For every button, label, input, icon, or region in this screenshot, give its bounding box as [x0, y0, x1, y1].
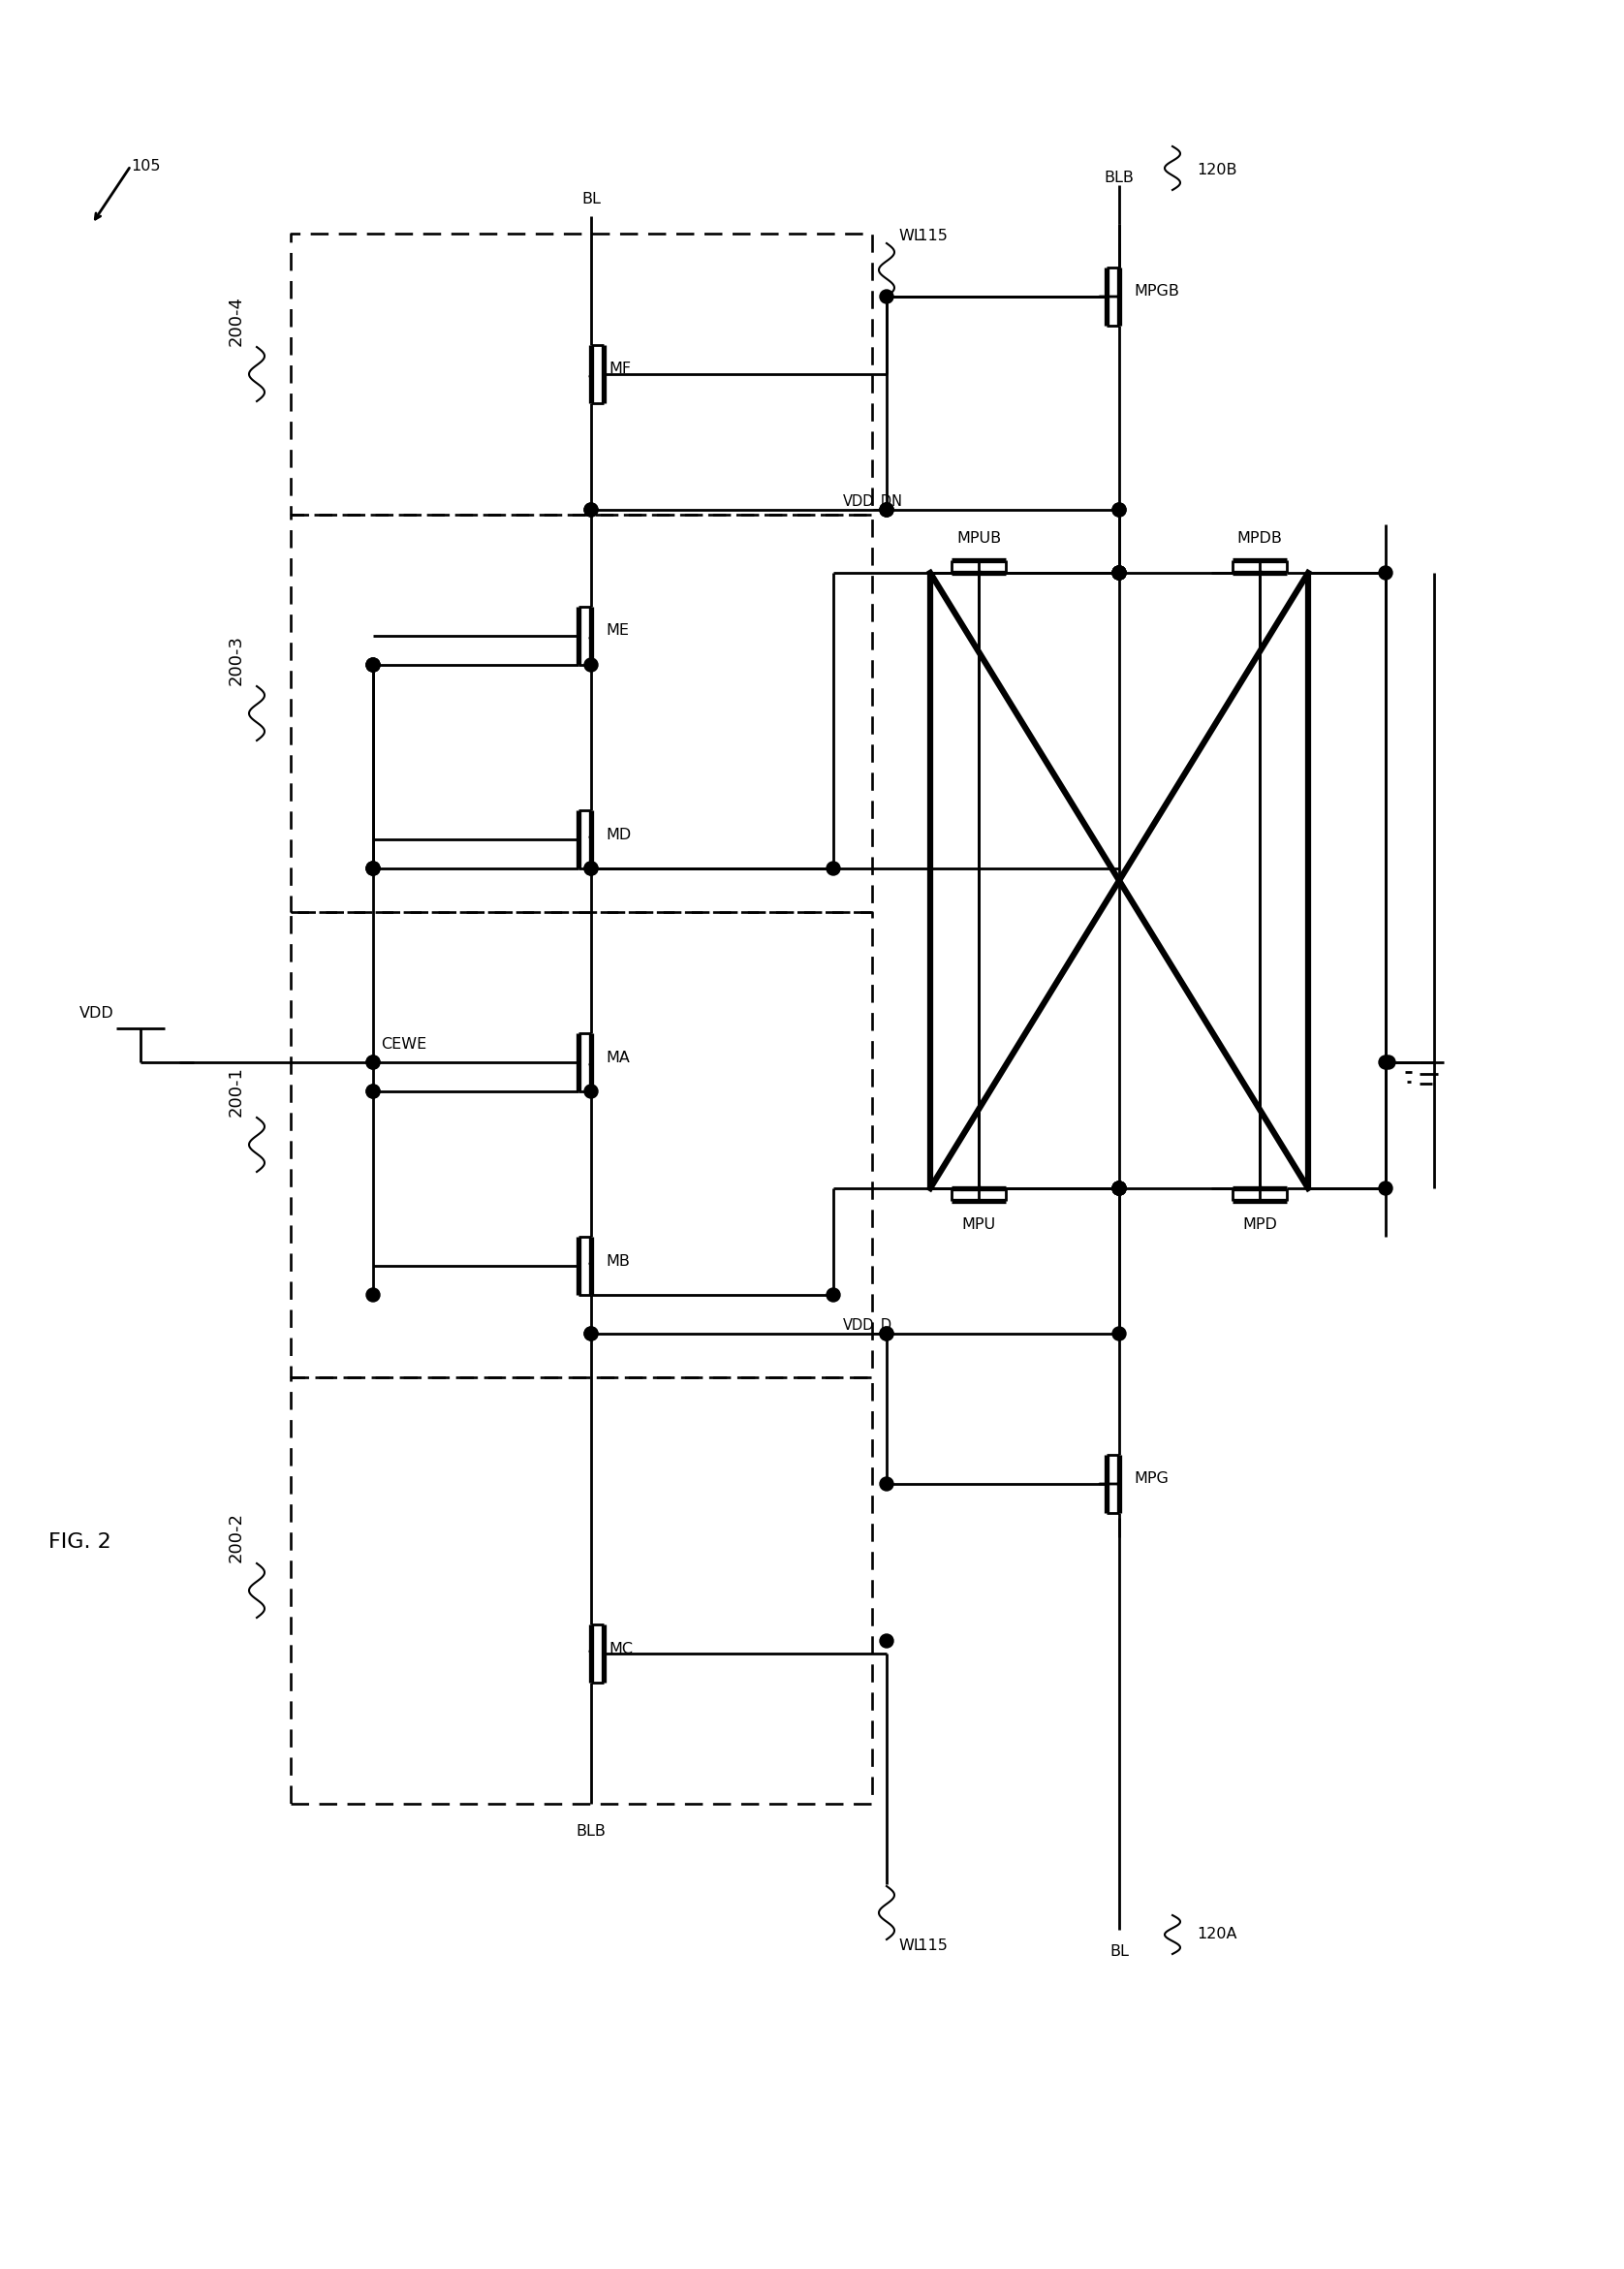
Circle shape — [880, 1477, 893, 1491]
Text: 105: 105 — [132, 159, 161, 172]
Text: MPDB: MPDB — [1237, 531, 1283, 547]
Text: MPG: MPG — [1134, 1473, 1168, 1486]
Text: FIG. 2: FIG. 2 — [49, 1532, 110, 1552]
Circle shape — [1112, 504, 1125, 517]
Text: 200-1: 200-1 — [227, 1066, 245, 1116]
Text: BLB: BLB — [577, 1824, 606, 1838]
Circle shape — [367, 658, 380, 672]
Circle shape — [1112, 1182, 1125, 1196]
Circle shape — [367, 658, 380, 672]
Text: VDD_D: VDD_D — [843, 1318, 893, 1334]
Text: VDD_DN: VDD_DN — [843, 495, 903, 511]
Circle shape — [1112, 1182, 1125, 1196]
Text: 200-2: 200-2 — [227, 1511, 245, 1563]
Circle shape — [827, 1289, 840, 1302]
Text: MD: MD — [606, 828, 632, 842]
Text: 200-3: 200-3 — [227, 635, 245, 685]
Circle shape — [367, 862, 380, 876]
Circle shape — [1379, 1055, 1392, 1069]
Circle shape — [1112, 1182, 1125, 1196]
Text: 200-4: 200-4 — [227, 295, 245, 345]
Text: MF: MF — [609, 363, 630, 377]
Circle shape — [880, 290, 893, 304]
Circle shape — [1112, 1182, 1125, 1196]
Circle shape — [585, 1327, 598, 1341]
Text: MB: MB — [606, 1255, 630, 1268]
Text: BL: BL — [581, 193, 601, 206]
Circle shape — [1112, 565, 1125, 579]
Circle shape — [1112, 565, 1125, 579]
Circle shape — [367, 1085, 380, 1098]
Circle shape — [585, 658, 598, 672]
Circle shape — [1112, 504, 1125, 517]
Circle shape — [585, 862, 598, 876]
Text: 115: 115 — [908, 1940, 947, 1954]
Circle shape — [367, 862, 380, 876]
Text: MPGB: MPGB — [1134, 284, 1179, 300]
Circle shape — [585, 1085, 598, 1098]
Text: MPU: MPU — [961, 1218, 996, 1232]
Circle shape — [585, 504, 598, 517]
Circle shape — [1112, 565, 1125, 579]
Text: MA: MA — [606, 1051, 630, 1064]
Circle shape — [1379, 565, 1392, 579]
Circle shape — [1112, 565, 1125, 579]
Circle shape — [367, 1055, 380, 1069]
Circle shape — [585, 504, 598, 517]
Circle shape — [880, 1327, 893, 1341]
Circle shape — [585, 862, 598, 876]
Text: 120B: 120B — [1197, 163, 1237, 177]
Circle shape — [880, 1327, 893, 1341]
Circle shape — [367, 1055, 380, 1069]
Circle shape — [585, 1327, 598, 1341]
Circle shape — [367, 862, 380, 876]
Text: BL: BL — [1109, 1945, 1129, 1958]
Circle shape — [827, 862, 840, 876]
Circle shape — [1112, 1182, 1125, 1196]
Text: CEWE: CEWE — [380, 1037, 427, 1053]
Text: 115: 115 — [908, 229, 947, 243]
Text: MPUB: MPUB — [957, 531, 1000, 547]
Circle shape — [1112, 1327, 1125, 1341]
Text: MPD: MPD — [1242, 1218, 1276, 1232]
Circle shape — [1112, 565, 1125, 579]
Circle shape — [880, 1634, 893, 1647]
Text: BLB: BLB — [1104, 170, 1134, 184]
Text: 120A: 120A — [1197, 1926, 1237, 1942]
Circle shape — [1379, 1182, 1392, 1196]
Text: MC: MC — [609, 1640, 633, 1656]
Circle shape — [367, 658, 380, 672]
Circle shape — [1382, 1055, 1395, 1069]
Circle shape — [880, 504, 893, 517]
Circle shape — [367, 1085, 380, 1098]
Circle shape — [367, 1289, 380, 1302]
Circle shape — [880, 504, 893, 517]
Text: VDD: VDD — [80, 1007, 114, 1021]
Text: WL: WL — [898, 1940, 922, 1954]
Text: ME: ME — [606, 624, 628, 638]
Text: WL: WL — [898, 229, 922, 243]
Circle shape — [880, 504, 893, 517]
